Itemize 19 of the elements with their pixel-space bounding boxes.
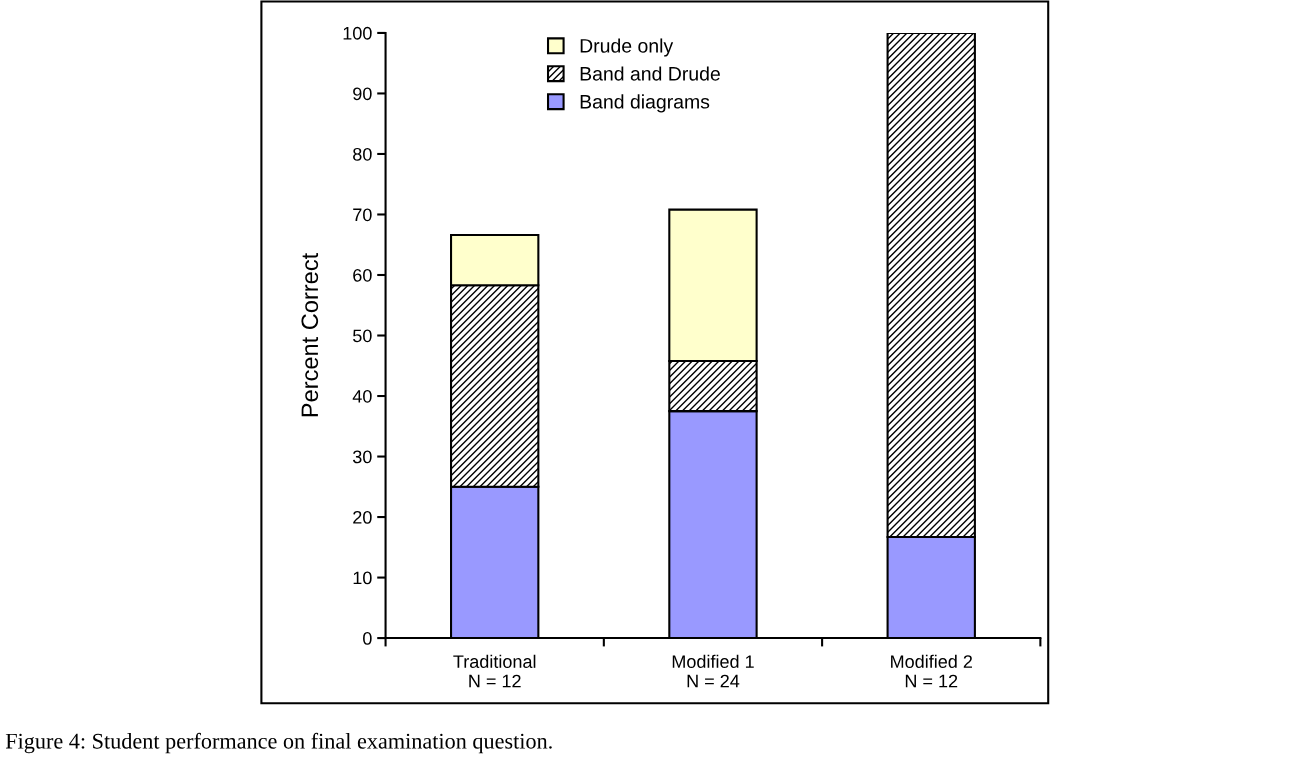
x-tick-label: Modified 2 N = 12 — [891, 654, 972, 688]
y-tick-label: 50 — [353, 329, 372, 343]
y-tick-label: 30 — [352, 450, 372, 464]
caption: Figure 4: Student performance on final examination question. — [5, 732, 552, 754]
y-tick-label: 100 — [343, 26, 372, 40]
y-tick-label: 90 — [353, 87, 372, 101]
y-tick-label: 60 — [353, 268, 372, 282]
x-tick-label: Traditional N = 12 — [453, 654, 536, 688]
legend-label: Band diagrams — [580, 94, 710, 113]
legend-label: Drude only — [580, 38, 674, 57]
y-tick-label: 70 — [353, 208, 372, 222]
y-tick-label: 80 — [353, 147, 372, 161]
y-tick-label: 10 — [353, 571, 372, 585]
y-axis-title: Percent Correct — [301, 253, 319, 417]
y-tick-label: 40 — [352, 389, 372, 403]
y-tick-label: 0 — [363, 632, 372, 645]
x-tick-label: Modified 1 N = 24 — [672, 654, 754, 688]
y-tick-label: 20 — [353, 510, 372, 524]
legend-label: Band and Drude — [580, 66, 720, 81]
